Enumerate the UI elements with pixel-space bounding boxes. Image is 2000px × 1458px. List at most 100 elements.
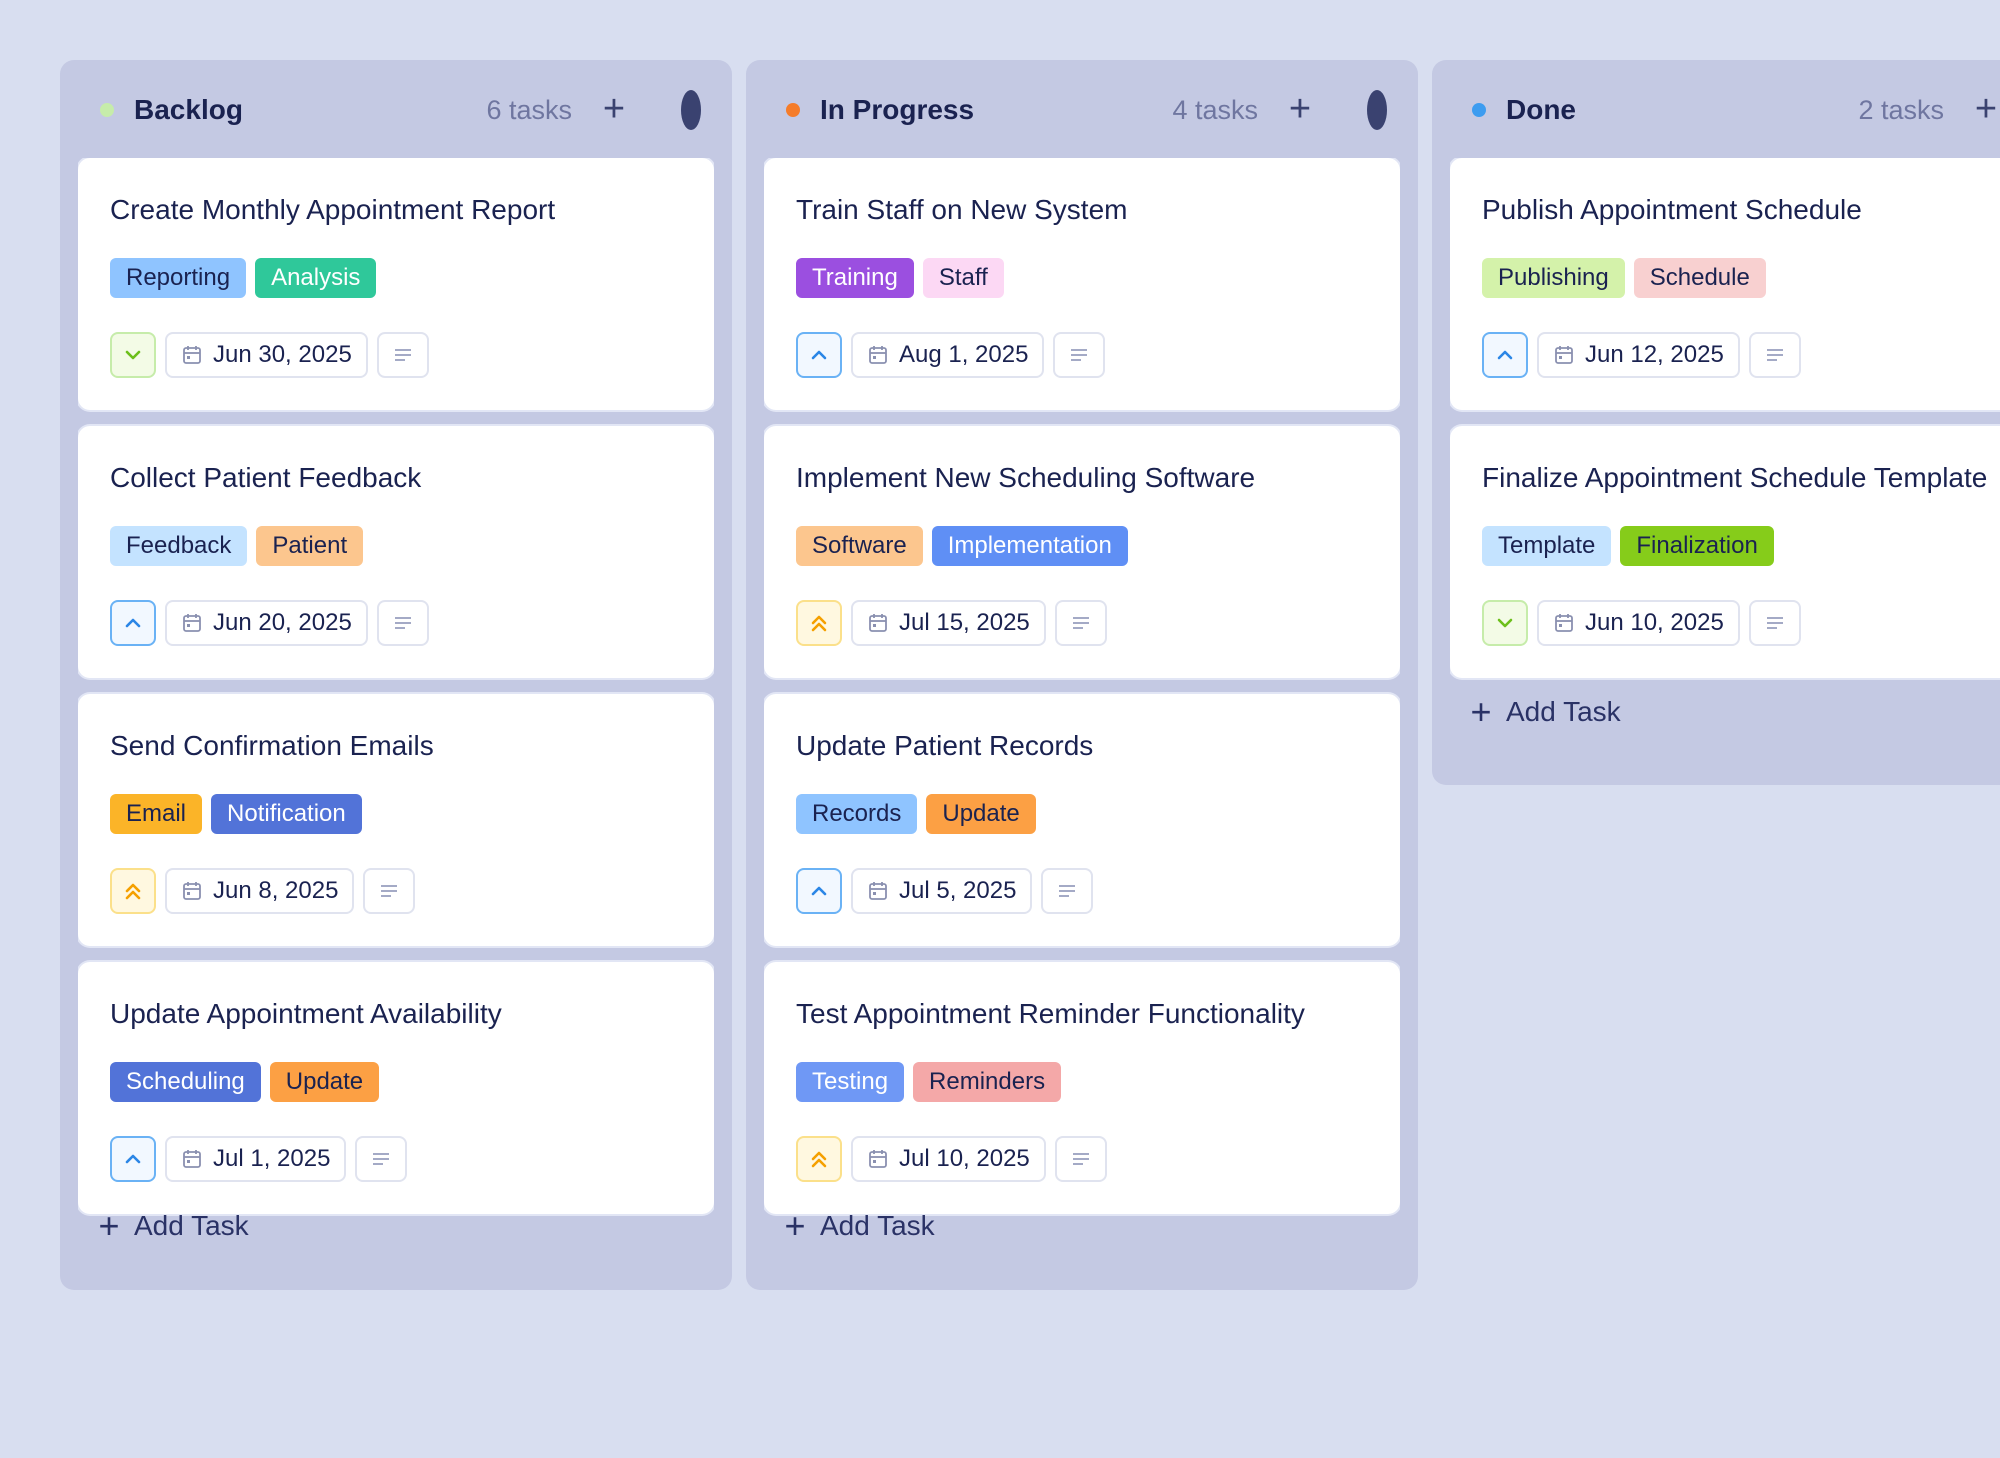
calendar-icon <box>183 1150 201 1168</box>
add-card-button[interactable]: + <box>594 90 634 130</box>
description-button[interactable] <box>1748 332 1801 378</box>
tag: Scheduling <box>110 1062 261 1102</box>
column-title: Done <box>1506 94 1576 125</box>
description-button[interactable] <box>1054 1136 1107 1182</box>
due-date-button[interactable]: Jun 10, 2025 <box>1537 600 1740 646</box>
kebab-menu-icon <box>1367 90 1387 130</box>
chevron-up-icon <box>125 1154 141 1164</box>
description-button[interactable] <box>355 1136 408 1182</box>
due-date-button[interactable]: Jul 1, 2025 <box>165 1136 347 1182</box>
due-date-button[interactable]: Jun 8, 2025 <box>165 868 355 914</box>
priority-button[interactable] <box>110 868 156 914</box>
priority-button[interactable] <box>110 600 156 646</box>
task-card[interactable]: Update Appointment Availability Schedulin… <box>78 962 714 1214</box>
priority-button[interactable] <box>796 868 842 914</box>
due-date: Jul 1, 2025 <box>213 1145 331 1172</box>
add-task-label: Add Task <box>134 1210 249 1241</box>
card-footer: Jun 8, 2025 <box>110 868 416 914</box>
card-title: Update Patient Records <box>796 730 1094 761</box>
task-card[interactable]: Create Monthly Appointment Report Reporti… <box>78 158 714 410</box>
due-date-button[interactable]: Jun 30, 2025 <box>165 332 368 378</box>
description-button[interactable] <box>363 868 416 914</box>
task-card[interactable]: Test Appointment Reminder Functionality T… <box>764 962 1400 1214</box>
chevron-up-icon <box>811 886 827 896</box>
tag: Patient <box>256 526 364 566</box>
calendar-icon <box>869 346 887 364</box>
card-footer: Jul 1, 2025 <box>110 1136 408 1182</box>
tag-list: Records Update <box>796 794 1036 834</box>
description-button[interactable] <box>1041 868 1094 914</box>
tag: Email <box>110 794 203 834</box>
card-title: Send Confirmation Emails <box>110 730 434 761</box>
due-date: Jun 8, 2025 <box>213 877 339 904</box>
card-list: Publish Appointment Schedule Publishing Sc… <box>1450 158 2000 698</box>
description-button[interactable] <box>376 600 429 646</box>
card-footer: Jun 12, 2025 <box>1482 332 1801 378</box>
task-card[interactable]: Update Patient Records Records Update Jul 5… <box>764 694 1400 946</box>
task-card[interactable]: Train Staff on New System Training Staff Au… <box>764 158 1400 410</box>
status-dot <box>100 103 114 117</box>
tag: Publishing <box>1482 258 1625 298</box>
column-menu-button[interactable] <box>1360 90 1387 130</box>
due-date-button[interactable]: Jul 15, 2025 <box>851 600 1046 646</box>
task-card[interactable]: Finalize Appointment Schedule Template Te… <box>1450 426 2000 678</box>
add-task-button[interactable]: + Add Task <box>96 1204 249 1248</box>
task-card[interactable]: Implement New Scheduling Software Softwar… <box>764 426 1400 678</box>
description-button[interactable] <box>1748 600 1801 646</box>
due-date-button[interactable]: Jul 10, 2025 <box>851 1136 1046 1182</box>
task-card[interactable]: Publish Appointment Schedule Publishing Sc… <box>1450 158 2000 410</box>
chevron-up-icon <box>811 350 827 360</box>
tag: Reminders <box>913 1062 1062 1102</box>
card-title: Test Appointment Reminder Functionality <box>796 998 1305 1029</box>
priority-button[interactable] <box>110 1136 156 1182</box>
column-header: In Progress 4 tasks + <box>746 60 1418 158</box>
description-lines-icon <box>1766 349 1783 361</box>
status-dot <box>1472 103 1486 117</box>
priority-button[interactable] <box>796 600 842 646</box>
description-lines-icon <box>1072 617 1089 629</box>
priority-button[interactable] <box>796 332 842 378</box>
double-chevron-up-icon <box>125 883 141 900</box>
task-card[interactable]: Collect Patient Feedback Feedback Patient J… <box>78 426 714 678</box>
due-date-button[interactable]: Aug 1, 2025 <box>851 332 1045 378</box>
chevron-up-icon <box>125 618 141 628</box>
priority-button[interactable] <box>796 1136 842 1182</box>
description-button[interactable] <box>1054 600 1107 646</box>
chevron-up-icon <box>1497 350 1513 360</box>
card-footer: Jul 10, 2025 <box>796 1136 1107 1182</box>
description-button[interactable] <box>376 332 429 378</box>
add-task-label: Add Task <box>820 1210 935 1241</box>
task-card[interactable]: Send Confirmation Emails Email Notificatio… <box>78 694 714 946</box>
tag: Analysis <box>255 258 377 298</box>
tag: Training <box>796 258 914 298</box>
due-date: Jul 5, 2025 <box>899 877 1017 904</box>
description-lines-icon <box>1071 349 1088 361</box>
description-button[interactable] <box>1053 332 1106 378</box>
add-card-button[interactable]: + <box>1966 90 2000 130</box>
add-card-button[interactable]: + <box>1280 90 1320 130</box>
card-footer: Aug 1, 2025 <box>796 332 1106 378</box>
plus-icon: + <box>98 1205 120 1246</box>
priority-button[interactable] <box>1482 332 1528 378</box>
add-task-button[interactable]: + Add Task <box>782 1204 935 1248</box>
due-date-button[interactable]: Jul 5, 2025 <box>851 868 1033 914</box>
due-date-button[interactable]: Jun 12, 2025 <box>1537 332 1740 378</box>
priority-button[interactable] <box>110 332 156 378</box>
priority-button[interactable] <box>1482 600 1528 646</box>
card-footer: Jun 30, 2025 <box>110 332 429 378</box>
description-lines-icon <box>394 617 411 629</box>
due-date: Jul 15, 2025 <box>899 609 1030 636</box>
tag: Reporting <box>110 258 247 298</box>
double-chevron-up-icon <box>811 615 827 632</box>
due-date-button[interactable]: Jun 20, 2025 <box>165 600 368 646</box>
tag-list: Training Staff <box>796 258 1004 298</box>
plus-icon: + <box>784 1205 806 1246</box>
card-title: Collect Patient Feedback <box>110 462 422 493</box>
add-task-button[interactable]: + Add Task <box>1468 690 1620 734</box>
card-footer: Jun 10, 2025 <box>1482 600 1801 646</box>
tag-list: Publishing Schedule <box>1482 258 1766 298</box>
column-in-progress: In Progress 4 tasks + Train Staff on New Sy… <box>746 60 1418 1290</box>
card-title: Finalize Appointment Schedule Template <box>1482 462 1988 493</box>
column-menu-button[interactable] <box>674 90 701 130</box>
calendar-icon <box>183 882 201 900</box>
